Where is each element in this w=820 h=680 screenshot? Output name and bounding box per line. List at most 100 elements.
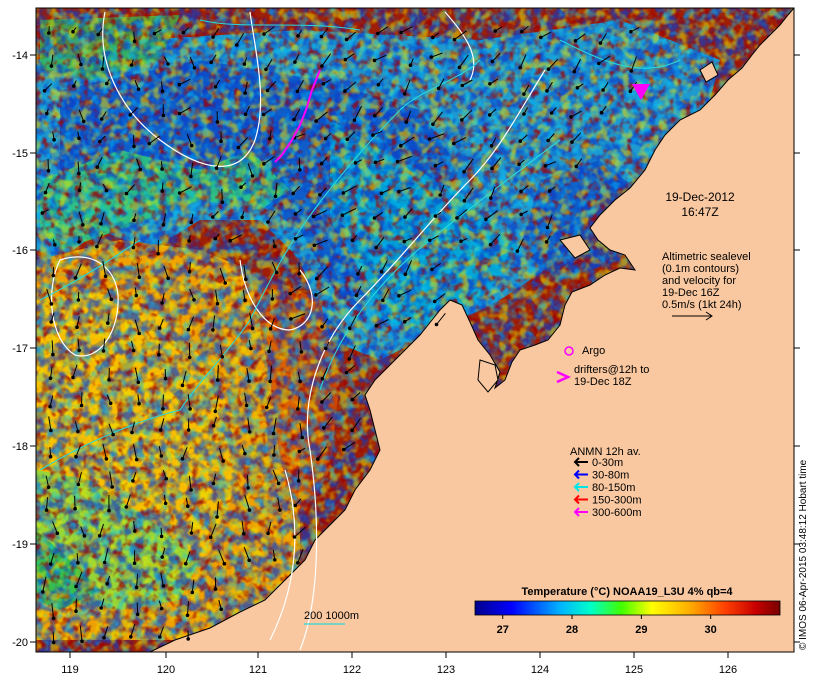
velocity-arrow (96, 156, 103, 168)
velocity-arrow-head (320, 325, 324, 329)
velocity-arrow (45, 475, 50, 488)
velocity-arrow-head (350, 428, 354, 433)
velocity-arrow (273, 417, 277, 434)
velocity-arrow-head (322, 426, 326, 430)
velocity-arrow-head (628, 89, 633, 94)
velocity-arrow-head (459, 239, 463, 243)
velocity-arrow-head (569, 115, 573, 119)
velocity-arrow-head (49, 428, 53, 433)
lat-tick-16: -16 (12, 245, 28, 257)
velocity-arrow (51, 603, 55, 619)
velocity-arrow (218, 447, 224, 462)
velocity-arrow (249, 312, 254, 329)
lat-tick-15: -15 (12, 148, 28, 160)
velocity-arrow-head (73, 276, 78, 280)
scale-arrow (672, 311, 713, 321)
velocity-arrow (75, 445, 81, 457)
velocity-arrow-head (192, 298, 196, 302)
velocity-arrow-head (372, 58, 377, 63)
velocity-arrow (47, 158, 49, 171)
velocity-arrow (519, 54, 527, 68)
velocity-arrow-head (77, 348, 81, 353)
velocity-arrow-head (457, 65, 462, 70)
velocity-arrow-head (99, 606, 103, 610)
velocity-arrow-head (189, 174, 193, 179)
velocity-arrow (573, 58, 581, 72)
lon-tick-125: 125 (625, 664, 643, 676)
velocity-arrow (344, 81, 357, 92)
velocity-arrow (51, 340, 54, 355)
velocity-arrow (321, 27, 329, 37)
alt-line2: (0.1m contours) (662, 263, 739, 275)
velocity-arrow-head (177, 111, 182, 116)
velocity-arrow (246, 474, 249, 488)
velocity-arrow-head (379, 269, 384, 274)
velocity-arrow-head (134, 585, 139, 590)
velocity-arrow-head (77, 188, 82, 193)
velocity-arrow-head (293, 503, 298, 508)
velocity-arrow-head (430, 267, 434, 272)
velocity-arrow-head (215, 301, 220, 306)
velocity-arrow-head (53, 243, 57, 247)
velocity-arrow-head (515, 249, 520, 253)
velocity-arrow-head (273, 194, 278, 199)
lon-tick-121: 121 (249, 664, 267, 676)
velocity-arrow-head (438, 193, 443, 197)
velocity-arrow (229, 234, 243, 242)
velocity-arrow-head (235, 43, 239, 47)
velocity-arrow-head (381, 298, 385, 303)
velocity-arrow-head (321, 82, 326, 86)
velocity-arrow-head (376, 82, 381, 87)
velocity-arrow (42, 576, 47, 593)
velocity-arrow (102, 56, 105, 70)
lon-tick-119: 119 (61, 664, 79, 676)
velocity-arrow-head (347, 326, 352, 331)
velocity-arrow (342, 208, 357, 216)
velocity-arrow-head (134, 293, 139, 298)
velocity-arrow-head (47, 31, 51, 35)
velocity-arrow-head (110, 485, 114, 489)
velocity-arrow-head (239, 185, 243, 189)
velocity-arrow (398, 289, 412, 297)
velocity-arrow-head (177, 82, 182, 87)
velocity-arrow (109, 471, 113, 488)
velocity-arrow (516, 238, 524, 252)
land (149, 8, 794, 652)
velocity-arrow-head (131, 479, 135, 483)
lat-tick-19: -19 (12, 539, 28, 551)
velocity-arrow (374, 106, 384, 117)
velocity-arrow (216, 156, 222, 169)
velocity-arrow-head (262, 32, 266, 36)
velocity-arrow-head (402, 92, 407, 96)
velocity-arrow-head (455, 216, 459, 220)
velocity-arrow-head (138, 167, 143, 172)
velocity-arrow (438, 78, 445, 89)
velocity-arrow (189, 288, 195, 300)
lat-tick-17: -17 (12, 343, 28, 355)
velocity-arrow-head (493, 29, 498, 33)
velocity-arrow-head (267, 349, 271, 354)
velocity-arrow-head (185, 504, 190, 509)
velocity-arrow-head (213, 409, 218, 414)
velocity-arrow-head (246, 486, 250, 490)
velocity-arrow (321, 367, 328, 379)
velocity-arrow (99, 523, 104, 536)
velocity-arrow-head (293, 212, 298, 216)
velocity-arrow-head (152, 31, 157, 36)
velocity-arrow-head (132, 144, 136, 149)
velocity-arrow-head (82, 534, 87, 538)
velocity-arrow-head (261, 112, 266, 117)
velocity-arrow-head (296, 561, 300, 565)
velocity-arrow (272, 469, 280, 484)
velocity-arrow-head (545, 225, 550, 230)
velocity-arrow-head (570, 140, 574, 144)
velocity-arrow-head (356, 272, 360, 276)
velocity-arrow-head (44, 508, 49, 512)
velocity-arrow-head (268, 379, 272, 384)
velocity-arrow (133, 135, 135, 147)
velocity-arrow (382, 289, 390, 301)
velocity-arrow-head (543, 164, 548, 168)
velocity-arrow-head (266, 531, 270, 536)
velocity-arrow (397, 155, 413, 163)
